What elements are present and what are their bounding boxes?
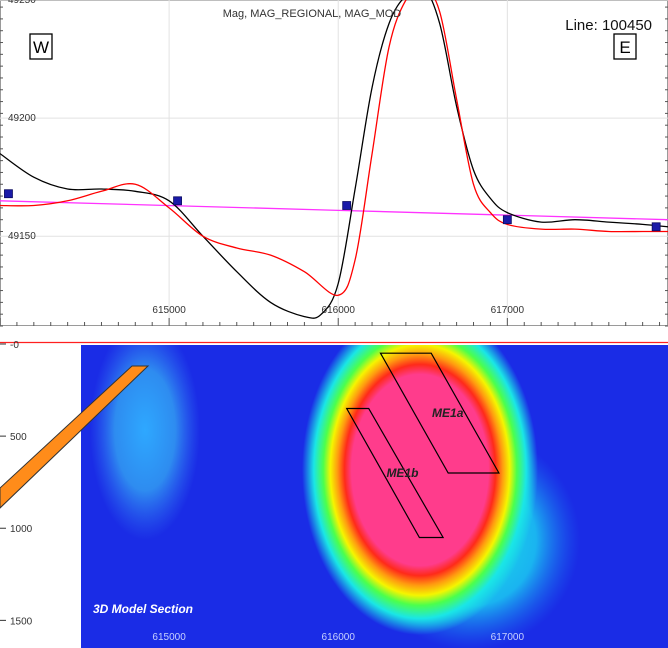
depth-tick-label-0: -0 bbox=[10, 340, 19, 351]
main-anomaly bbox=[302, 345, 538, 635]
y-tick-label-0: 49150 bbox=[8, 231, 36, 242]
model-body-0 bbox=[379, 352, 500, 474]
station-marker-2 bbox=[342, 201, 352, 210]
west-marker-box bbox=[29, 33, 53, 60]
y-tick-label-2: 49250 bbox=[8, 0, 36, 6]
profile-panel: 49150 49200 49250 615000 616000 617000 Mag, … bbox=[0, 0, 668, 327]
no-data-zone bbox=[0, 344, 81, 648]
y-tick-label-1: 49200 bbox=[8, 113, 36, 124]
station-marker-4 bbox=[651, 222, 661, 232]
panel-separator bbox=[0, 327, 668, 343]
profile-gridlines bbox=[0, 0, 668, 326]
profile-border bbox=[0, 0, 668, 326]
station-marker-0 bbox=[4, 189, 13, 199]
model-body-1 bbox=[345, 407, 445, 539]
series-line-1 bbox=[0, 0, 668, 296]
series-line-0 bbox=[0, 0, 668, 319]
x-tick-label-0: 615000 bbox=[152, 305, 186, 316]
x-tick-label-2: 617000 bbox=[491, 305, 525, 316]
section-x-tick-label-1: 616000 bbox=[322, 632, 356, 643]
east-marker: E bbox=[619, 38, 630, 57]
profile-y-axis: 49150 49200 49250 bbox=[0, 0, 668, 327]
section-x-tick-label-2: 617000 bbox=[491, 632, 525, 643]
profile-series bbox=[0, 0, 668, 319]
section-x-tick-label-0: 615000 bbox=[152, 632, 186, 643]
east-marker-box bbox=[613, 33, 637, 60]
station-marker-3 bbox=[502, 215, 512, 225]
station-marker-1 bbox=[173, 196, 182, 206]
depth-tick-label-2: 1000 bbox=[10, 524, 33, 535]
section-panel: ME1a ME1b -0 500 1000 1500 615000 616000 617000… bbox=[0, 340, 668, 648]
profile-markers bbox=[4, 189, 661, 232]
west-marker: W bbox=[33, 38, 49, 57]
profile-x-axis: 615000 616000 617000 bbox=[0, 305, 661, 326]
depth-tick-label-1: 500 bbox=[10, 432, 27, 443]
dike-body bbox=[0, 365, 150, 509]
model-body-label-1: ME1b bbox=[386, 466, 418, 480]
model-bodies: ME1a ME1b bbox=[345, 352, 500, 539]
series-line-2 bbox=[0, 200, 668, 221]
depth-tick-label-3: 1500 bbox=[10, 616, 33, 627]
shallow-anomaly bbox=[90, 345, 200, 540]
line-label: Line: 100450 bbox=[565, 17, 652, 34]
section-caption: 3D Model Section bbox=[93, 602, 193, 616]
model-body-label-0: ME1a bbox=[432, 406, 464, 420]
chart-title: Mag, MAG_REGIONAL, MAG_MOD bbox=[223, 8, 402, 20]
x-tick-label-1: 616000 bbox=[322, 305, 356, 316]
section-axes: -0 500 1000 1500 615000 616000 617000 bbox=[0, 340, 524, 643]
